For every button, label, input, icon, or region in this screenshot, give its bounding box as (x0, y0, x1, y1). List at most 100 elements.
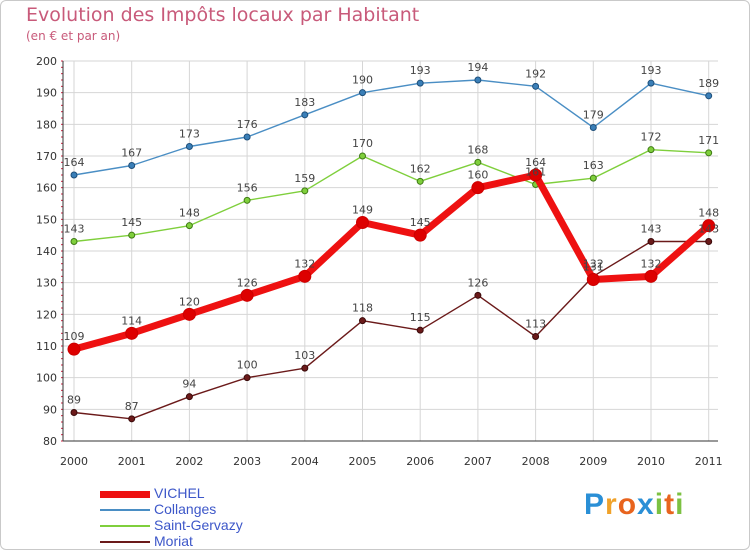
legend-swatch (100, 525, 150, 527)
data-point-moriat (474, 291, 482, 299)
data-point-collanges (128, 162, 136, 169)
data-label-vichel: 126 (237, 276, 258, 289)
data-point-collanges (416, 79, 424, 87)
data-point-moriat (185, 393, 193, 401)
x-tick-label: 2011 (695, 455, 723, 468)
legend: VICHEL Collanges Saint-Gervazy Moriat (100, 485, 400, 550)
data-point-collanges (243, 133, 251, 141)
data-point-moriat (532, 333, 540, 340)
y-tick-label: 120 (36, 308, 57, 321)
x-tick-label: 2010 (637, 455, 665, 468)
data-label-collanges: 190 (352, 74, 373, 87)
data-point-vichel (125, 326, 139, 340)
legend-label: Moriat (154, 533, 193, 549)
x-tick-label: 2004 (291, 455, 319, 468)
series-line-collanges (73, 79, 710, 176)
data-label-vichel: 132 (294, 257, 315, 270)
data-label-collanges: 164 (64, 156, 85, 169)
data-point-collanges (359, 89, 366, 97)
data-point-moriat (359, 317, 366, 325)
data-label-saint-gervazy: 145 (121, 216, 142, 229)
legend-item-collanges: Collanges (100, 501, 400, 518)
data-point-vichel (702, 219, 716, 233)
x-tick-label: 2005 (349, 455, 377, 468)
x-tick-label: 2007 (464, 455, 492, 468)
logo-letter: i (654, 488, 665, 521)
y-tick-label: 110 (36, 340, 57, 353)
chart-subtitle: (en € et par an) (26, 29, 121, 43)
data-label-collanges: 173 (179, 128, 200, 141)
data-point-collanges (647, 79, 655, 87)
x-tick-label: 2000 (60, 455, 88, 468)
data-point-collanges (532, 82, 540, 90)
data-point-moriat (70, 409, 78, 416)
data-point-collanges (185, 143, 193, 150)
data-label-vichel: 148 (698, 207, 719, 220)
data-label-moriat: 89 (67, 394, 81, 407)
y-tick-label: 180 (36, 118, 57, 131)
data-point-collanges (474, 76, 482, 84)
data-label-vichel: 109 (64, 330, 85, 343)
legend-label: Saint-Gervazy (154, 517, 243, 533)
data-point-vichel (67, 342, 81, 356)
data-label-vichel: 164 (525, 156, 546, 169)
y-tick-label: 190 (36, 87, 57, 100)
series-line-moriat (73, 240, 710, 420)
data-point-saint-gervazy (474, 158, 482, 166)
data-label-saint-gervazy: 148 (179, 207, 200, 220)
y-tick-label: 130 (36, 277, 57, 290)
data-label-moriat: 143 (641, 223, 662, 236)
data-label-moriat: 132 (583, 257, 604, 270)
data-label-moriat: 126 (467, 276, 488, 289)
x-tick-label: 2009 (579, 455, 607, 468)
legend-label: VICHEL (154, 485, 205, 501)
data-label-saint-gervazy: 170 (352, 137, 373, 150)
data-label-collanges: 183 (294, 96, 315, 109)
data-label-vichel: 160 (467, 169, 488, 182)
data-label-vichel: 120 (179, 295, 200, 308)
legend-swatch (100, 509, 150, 511)
data-label-collanges: 179 (583, 109, 604, 122)
proxiti-logo: Proxiti (584, 488, 684, 522)
logo-letter: i (675, 488, 685, 521)
data-point-moriat (301, 364, 309, 372)
data-label-collanges: 193 (410, 64, 431, 77)
data-label-vichel: 149 (352, 204, 373, 217)
legend-item-vichel: VICHEL (100, 485, 400, 502)
data-label-moriat: 87 (125, 400, 139, 413)
data-label-vichel: 132 (641, 257, 662, 270)
data-label-saint-gervazy: 171 (698, 134, 719, 147)
data-label-moriat: 143 (698, 223, 719, 236)
data-point-saint-gervazy (301, 187, 309, 195)
logo-letter: P (584, 488, 606, 521)
data-point-moriat (243, 374, 251, 382)
x-tick-label: 2001 (118, 455, 146, 468)
data-label-moriat: 113 (525, 318, 546, 331)
data-label-collanges: 176 (237, 118, 258, 131)
data-label-collanges: 189 (698, 77, 719, 90)
data-point-vichel (298, 269, 312, 283)
data-label-vichel: 114 (121, 314, 142, 327)
data-point-collanges (589, 124, 597, 131)
data-label-moriat: 115 (410, 311, 431, 324)
data-label-collanges: 194 (467, 61, 488, 74)
y-tick-label: 90 (43, 403, 57, 416)
series-line-saint-gervazy (73, 148, 710, 243)
y-tick-label: 160 (36, 182, 57, 195)
legend-item-moriat: Moriat (100, 533, 400, 550)
data-point-vichel (356, 216, 369, 229)
data-label-saint-gervazy: 161 (525, 166, 546, 179)
data-point-vichel (182, 307, 196, 321)
data-point-saint-gervazy (416, 177, 424, 185)
series-lines (67, 76, 716, 423)
data-label-saint-gervazy: 156 (237, 181, 258, 194)
data-point-saint-gervazy (359, 152, 366, 160)
data-point-vichel (240, 288, 254, 302)
data-label-saint-gervazy: 163 (583, 159, 604, 172)
data-point-vichel (529, 168, 543, 182)
data-point-moriat (416, 326, 424, 334)
data-point-vichel (644, 269, 658, 283)
series-line-vichel (70, 171, 713, 353)
data-point-moriat (647, 238, 655, 245)
data-point-saint-gervazy (589, 174, 597, 182)
